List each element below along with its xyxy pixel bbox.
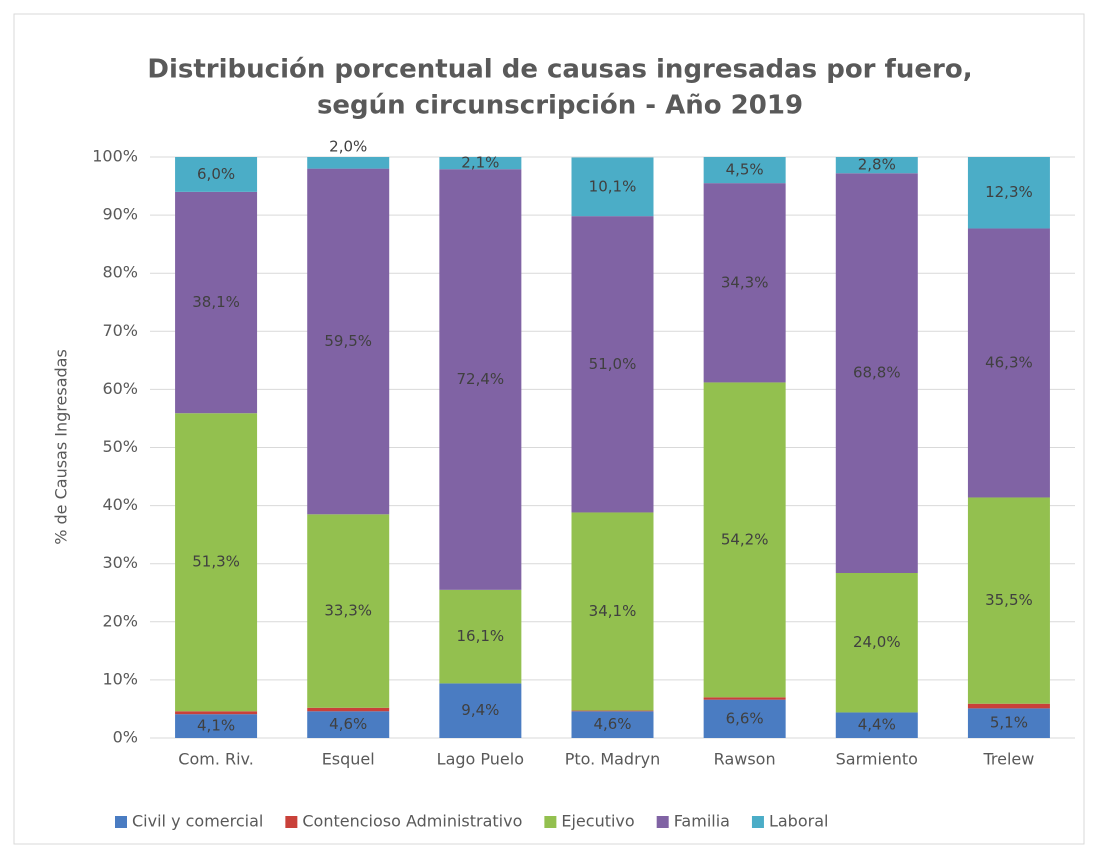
bar-segment [571, 512, 654, 711]
bar-segment [703, 382, 786, 698]
legend-label: Contencioso Administrativo [302, 812, 522, 831]
data-label: 68,8% [853, 364, 901, 382]
legend-label: Laboral [769, 812, 829, 831]
data-label: 10,1% [589, 177, 637, 195]
bar-segment [967, 708, 1050, 738]
y-tick-label: 50% [102, 437, 138, 456]
y-tick-label: 60% [102, 379, 138, 398]
data-label: 34,3% [721, 273, 769, 291]
y-tick-label: 0% [113, 728, 138, 747]
legend-swatch [751, 816, 764, 828]
data-label: 16,1% [457, 627, 505, 645]
x-tick-label: Rawson [714, 750, 776, 769]
data-label: 2,8% [858, 156, 896, 174]
data-label: 34,1% [589, 602, 637, 620]
bar-segment [175, 157, 258, 192]
y-tick-label: 80% [102, 263, 138, 282]
bar-segment [439, 683, 522, 738]
data-label: 4,6% [329, 715, 367, 733]
bar-segment [571, 710, 654, 712]
x-tick-label: Esquel [322, 750, 375, 769]
data-label: 35,5% [985, 591, 1033, 609]
x-tick-label: Pto. Madryn [565, 750, 661, 769]
bar-segment [307, 707, 390, 712]
legend-label: Civil y comercial [132, 812, 263, 831]
bar-segment [967, 228, 1050, 498]
bar-segment [439, 157, 522, 170]
x-tick-label: Sarmiento [836, 750, 918, 769]
y-tick-label: 30% [102, 553, 138, 572]
bar-segment [175, 711, 258, 715]
bar-segment [835, 157, 918, 174]
chart-title: Distribución porcentual de causas ingres… [147, 55, 972, 85]
data-label: 9,4% [461, 701, 499, 719]
x-tick-label: Lago Puelo [437, 750, 524, 769]
x-tick-label: Trelew [982, 750, 1034, 769]
bar-segment [175, 714, 258, 738]
bar-segment [307, 711, 390, 738]
bar-segment [703, 157, 786, 184]
data-label: 2,0% [329, 138, 367, 156]
bar-segment [307, 168, 390, 515]
bar-segment [307, 514, 390, 708]
data-label: 72,4% [457, 370, 505, 388]
x-tick-label: Com. Riv. [178, 750, 254, 769]
data-label: 4,6% [593, 715, 631, 733]
y-tick-label: 40% [102, 495, 138, 514]
data-label: 5,1% [990, 714, 1028, 732]
data-label: 51,3% [192, 553, 240, 571]
bar-segment [703, 183, 786, 383]
data-label: 2,1% [461, 154, 499, 172]
data-label: 54,2% [721, 530, 769, 548]
y-tick-label: 10% [102, 669, 138, 688]
y-axis-label: % de Causas Ingresadas [52, 349, 71, 545]
bar-segment [703, 699, 786, 738]
bar-segment [703, 697, 786, 700]
bar-segment [571, 216, 654, 513]
data-label: 51,0% [589, 355, 637, 373]
legend-label: Ejecutivo [561, 812, 634, 831]
data-label: 33,3% [324, 602, 372, 620]
y-tick-label: 70% [102, 321, 138, 340]
bar-segment [439, 589, 522, 684]
bar-segment [967, 497, 1050, 704]
data-label: 4,5% [726, 161, 764, 179]
data-label: 59,5% [324, 332, 372, 350]
y-tick-label: 90% [102, 205, 138, 224]
bar-segment [175, 413, 258, 712]
bar-segment [307, 157, 390, 169]
legend-swatch [656, 816, 669, 828]
y-tick-label: 100% [92, 147, 138, 166]
bar-segment [175, 191, 258, 414]
legend-swatch [285, 816, 298, 828]
data-label: 4,1% [197, 717, 235, 735]
data-label: 6,0% [197, 165, 235, 183]
data-label: 12,3% [985, 183, 1033, 201]
legend-swatch [115, 816, 127, 828]
data-label: 24,0% [853, 633, 901, 651]
legend-swatch [544, 816, 557, 828]
bar-segment [835, 712, 918, 738]
bar-segment [439, 169, 522, 590]
data-label: 38,1% [192, 293, 240, 311]
bar-segment [571, 157, 654, 217]
data-label: 46,3% [985, 353, 1033, 371]
data-label: 6,6% [726, 709, 764, 727]
y-tick-label: 20% [102, 611, 138, 630]
data-label: 4,4% [858, 716, 896, 734]
chart-border [13, 13, 1085, 845]
bar-segment [835, 572, 918, 713]
bar-segment [571, 711, 654, 738]
chart-subtitle: según circunscripción - Año 2019 [317, 91, 803, 121]
bar-segment [967, 703, 1050, 709]
bar-segment [967, 157, 1050, 229]
bar-segment [835, 173, 918, 573]
legend-label: Familia [674, 812, 730, 831]
